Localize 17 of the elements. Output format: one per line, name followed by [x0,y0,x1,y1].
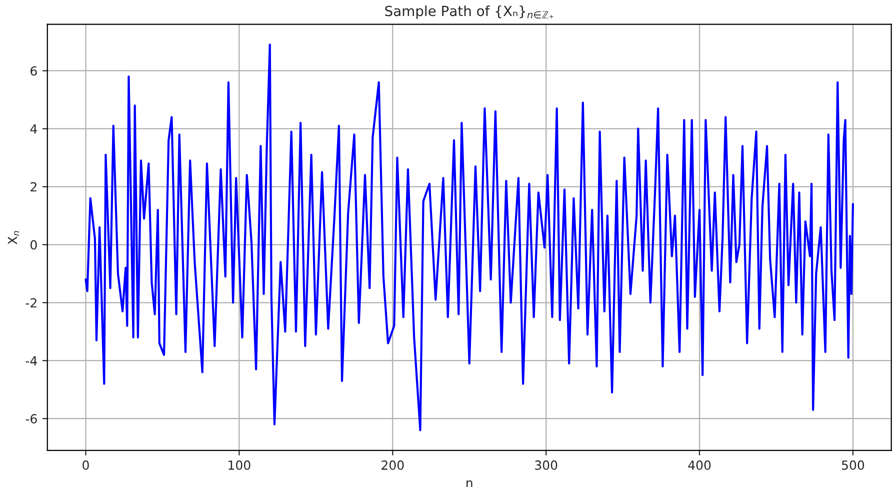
x-tick-label: 200 [382,460,404,470]
chart-title: Sample Path of {Xₙ}$_{n∈ℤ₊}$ [385,5,554,19]
x-tick-label: 500 [842,460,864,470]
y-tick-label: -2 [26,298,36,308]
y-tick-label: 0 [30,240,37,250]
y-tick-label: -6 [26,414,37,424]
x-tick-label: 400 [688,460,711,470]
y-tick-label: 4 [30,124,37,134]
y-axis-title: X$_{n}$ [8,231,20,244]
line-series [84,44,854,432]
x-tick-label: 100 [228,460,250,470]
y-tick-label: 2 [30,182,36,192]
x-tick-label: 300 [535,460,558,470]
y-tick-label: 6 [30,66,37,76]
y-tick-label: -4 [26,356,37,366]
x-axis-title: n [466,480,472,487]
x-tick-label: 0 [82,460,89,470]
